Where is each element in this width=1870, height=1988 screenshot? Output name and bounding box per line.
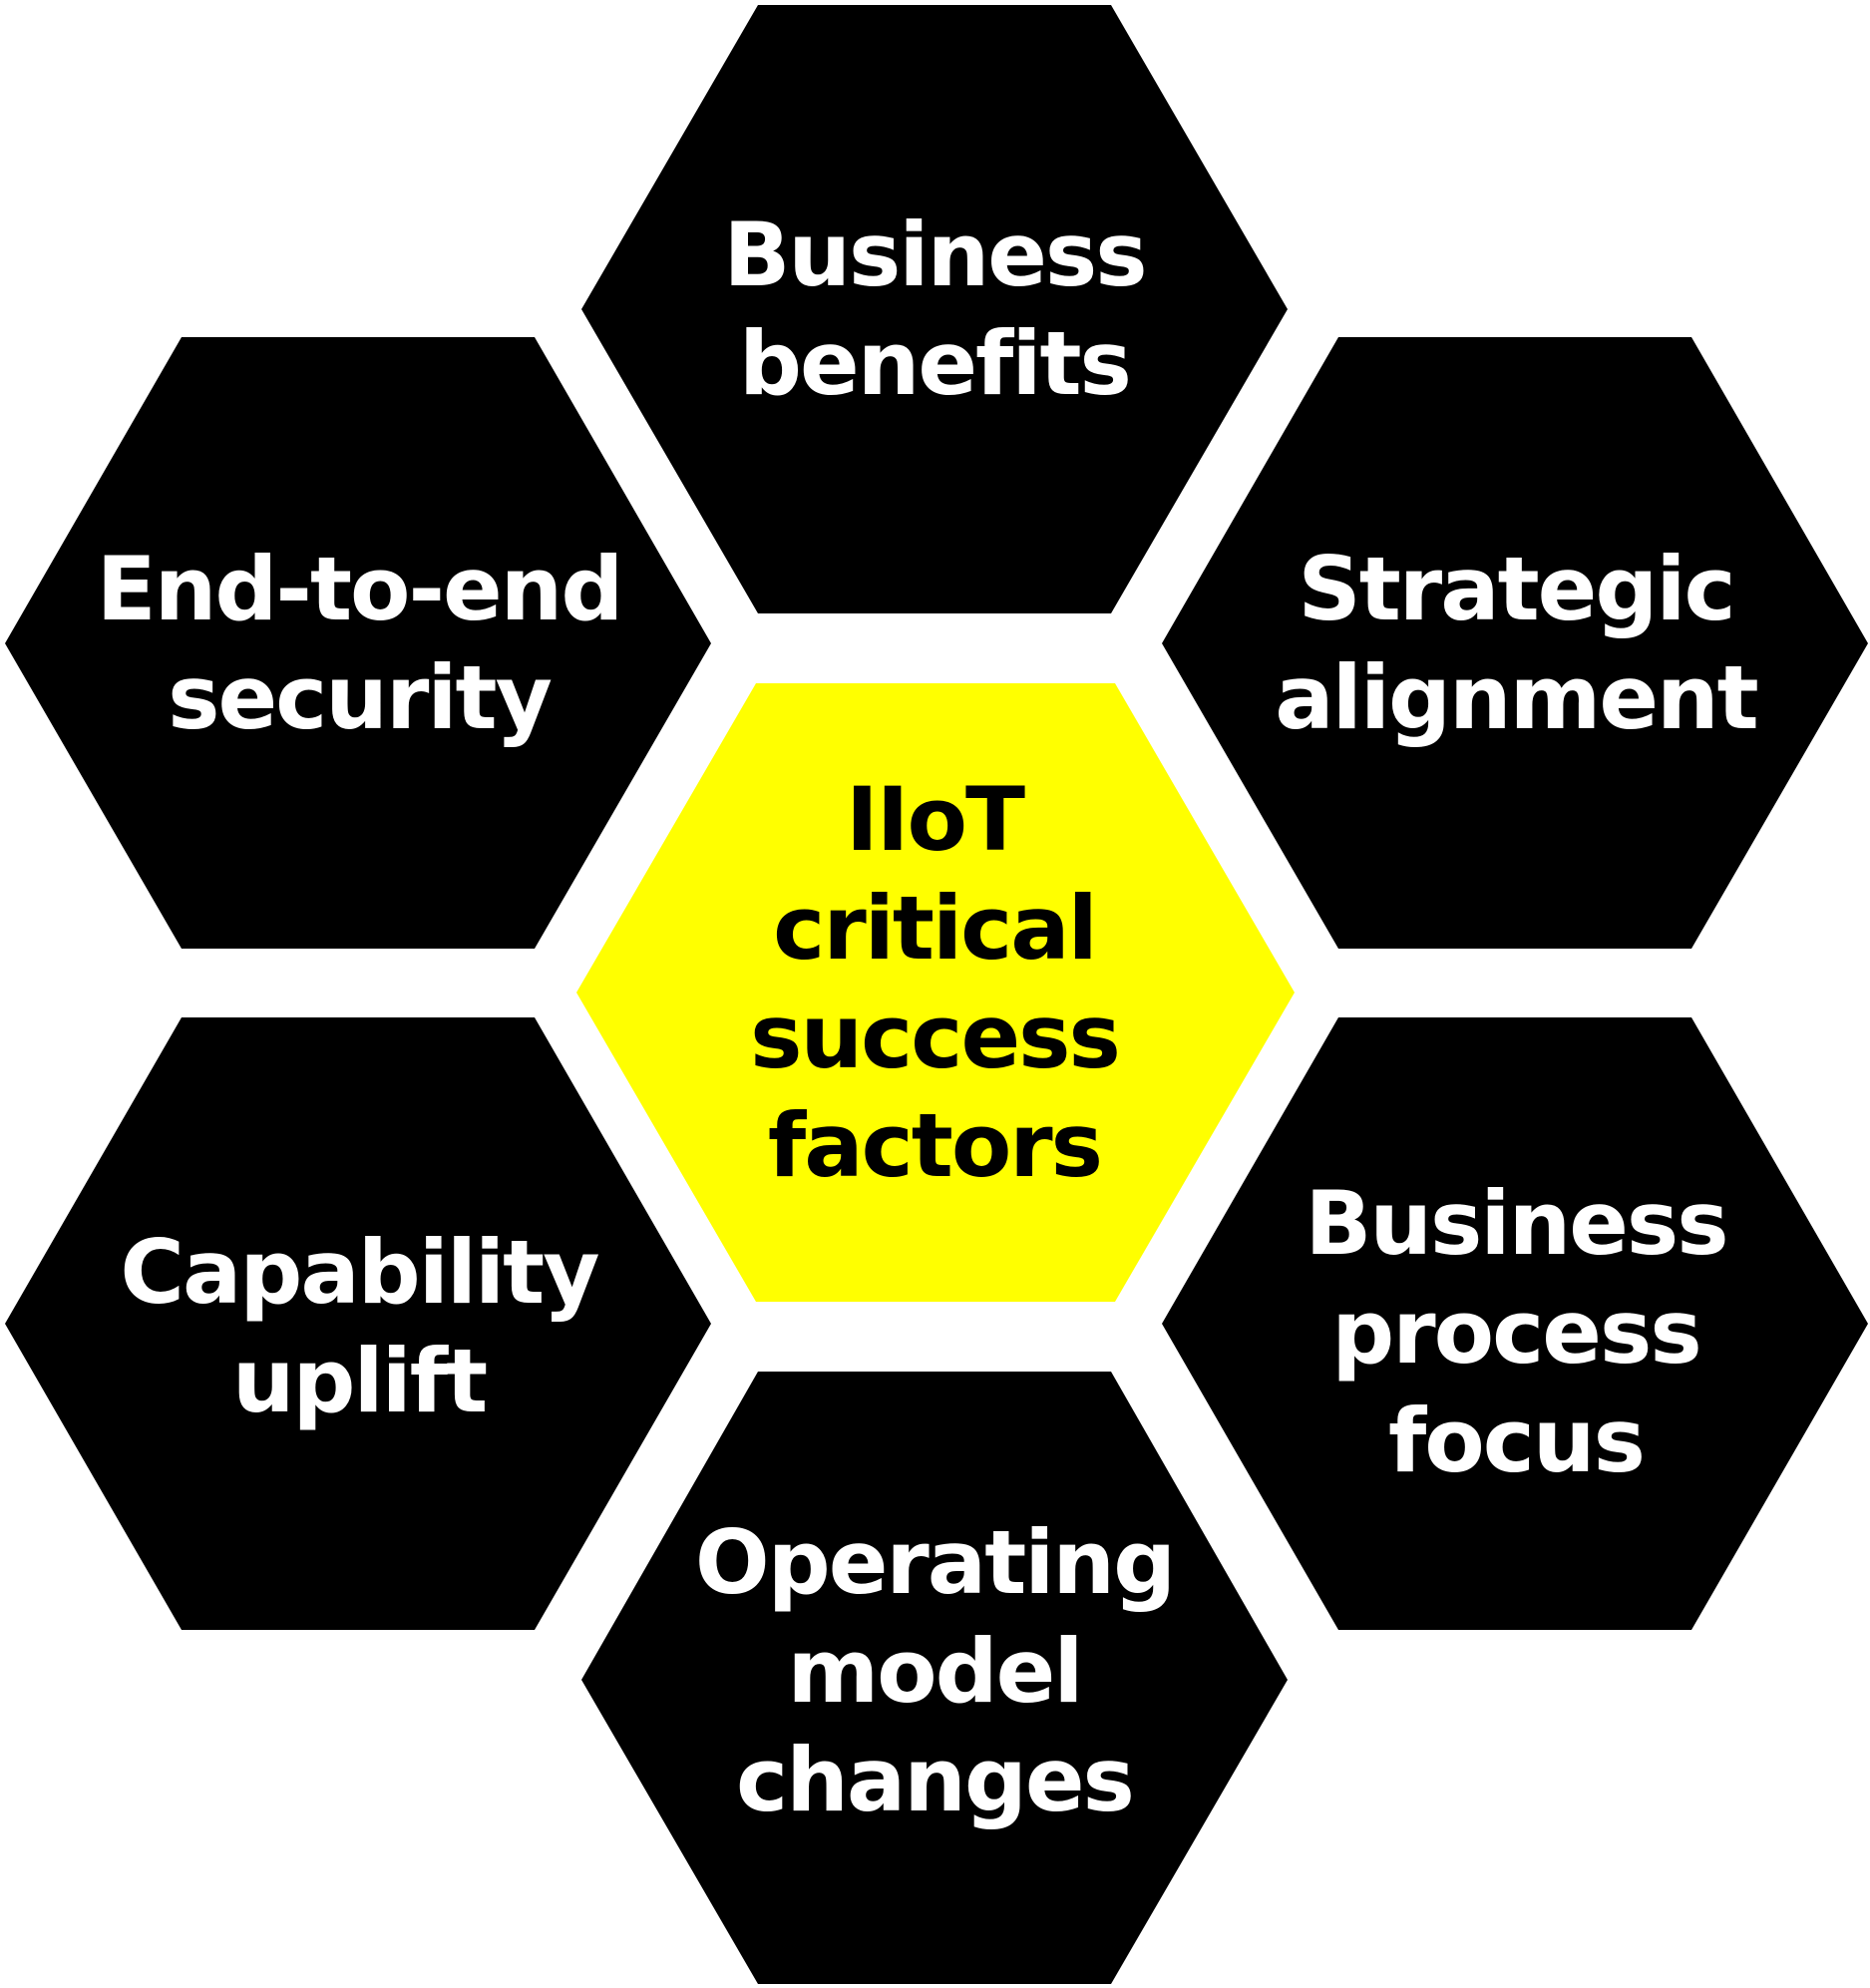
label-operating-model-changes: Operating model changes bbox=[694, 1510, 1176, 1831]
hex-center bbox=[576, 683, 1295, 1302]
hex-upper-left bbox=[5, 337, 711, 949]
hex-lower-right bbox=[1162, 1017, 1868, 1630]
hex-lower-left bbox=[5, 1017, 711, 1630]
hex-top bbox=[581, 5, 1288, 613]
hex-upper-right bbox=[1162, 337, 1868, 949]
label-business-benefits: Business benefits bbox=[723, 203, 1147, 415]
label-end-to-end-security: End-to-end security bbox=[96, 538, 624, 749]
label-strategic-alignment: Strategic alignment bbox=[1275, 538, 1758, 749]
label-iiot-critical-success-factors: IIoT critical success factors bbox=[750, 768, 1121, 1197]
label-capability-uplift: Capability uplift bbox=[120, 1221, 599, 1432]
label-business-process-focus: Business process focus bbox=[1305, 1171, 1728, 1492]
hex-bottom bbox=[581, 1372, 1288, 1984]
